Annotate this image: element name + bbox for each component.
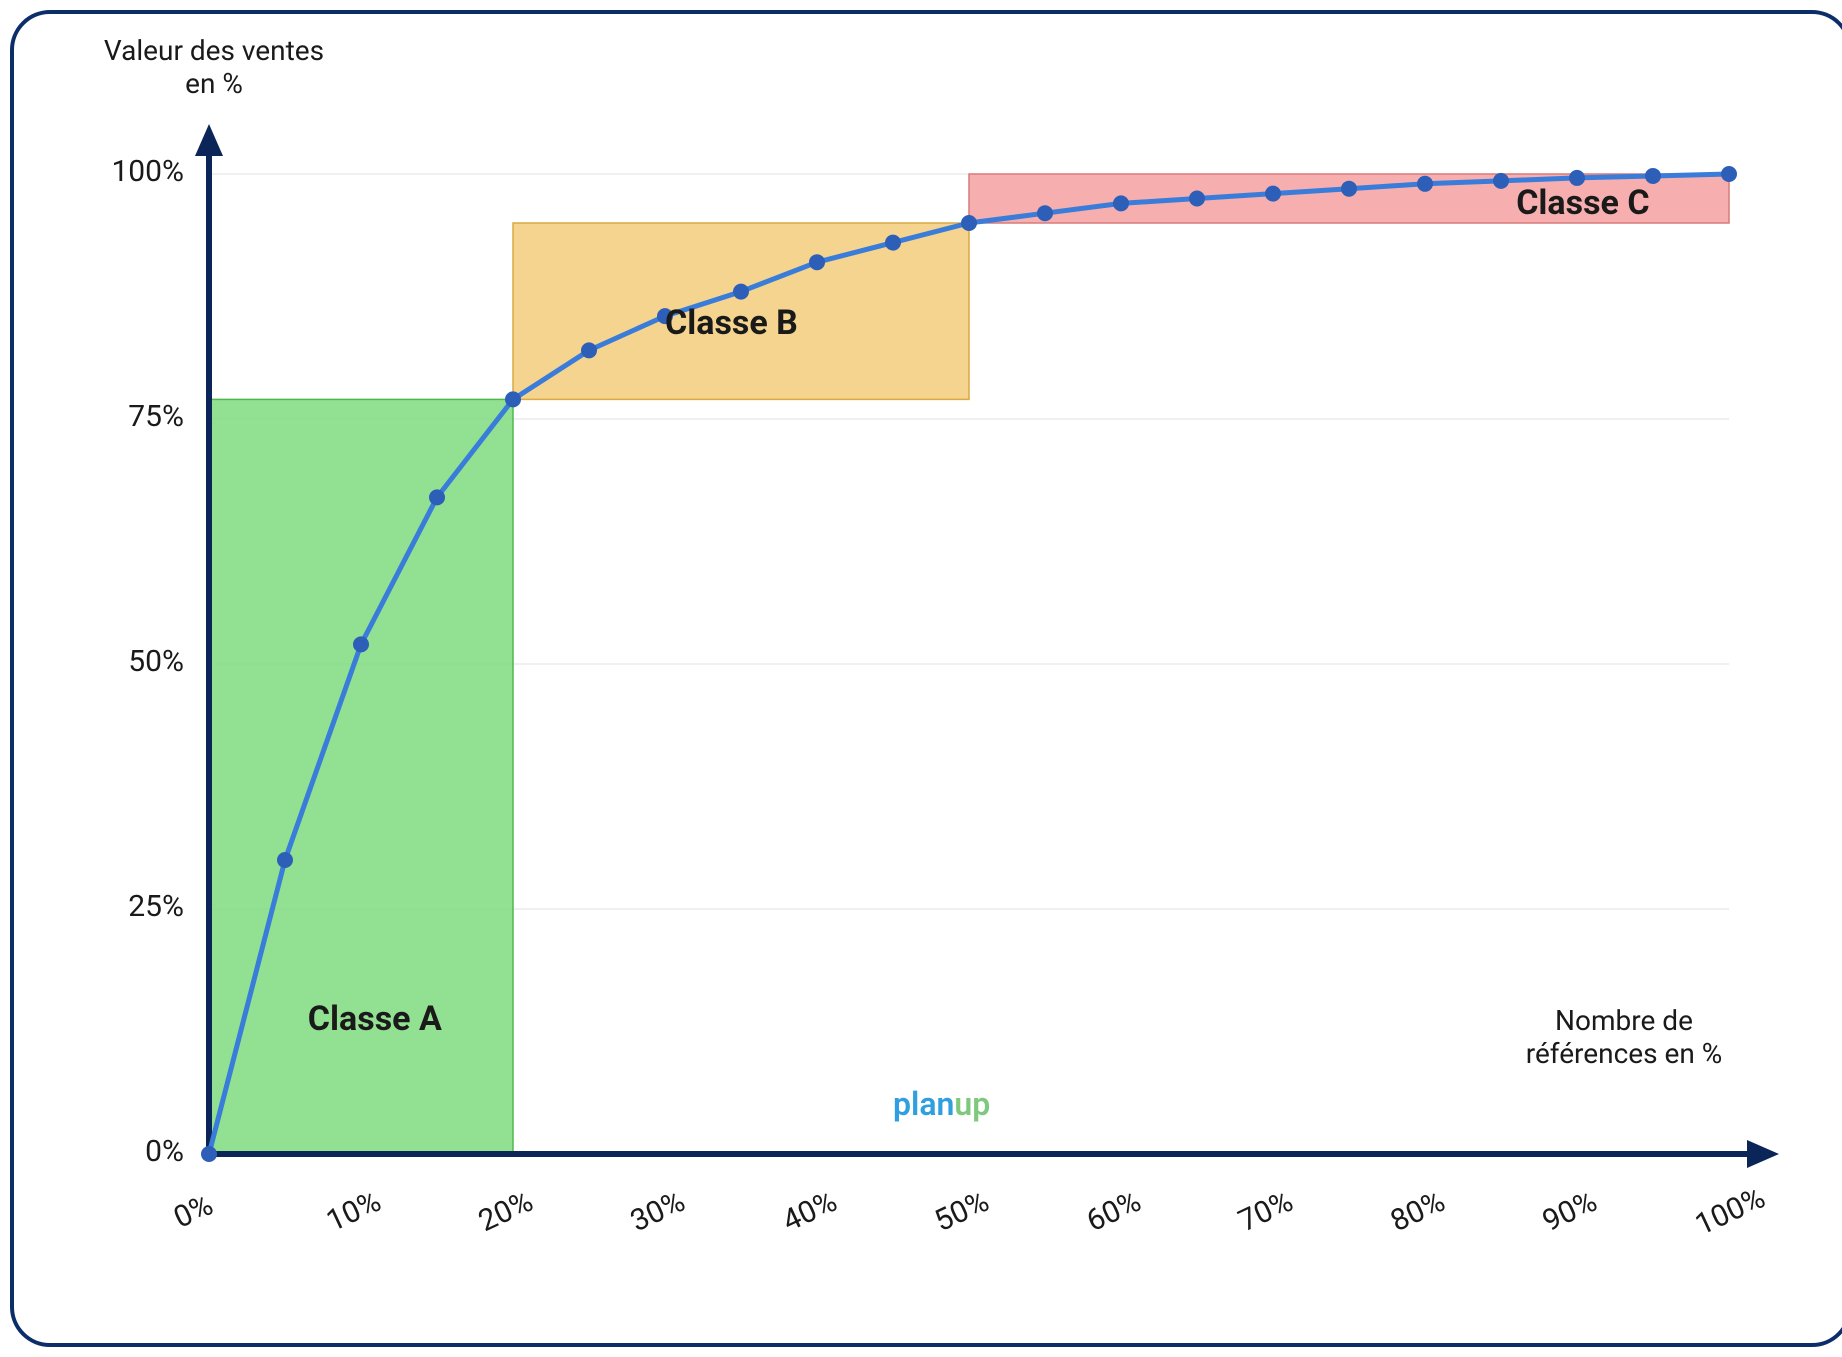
planup-logo: planup — [893, 1085, 990, 1123]
x-axis-title: Nombre de références en % — [1499, 1004, 1749, 1070]
y-tick-label: 75% — [74, 399, 184, 434]
x-axis-title-line1: Nombre de — [1499, 1004, 1749, 1037]
y-axis-title-line2: en % — [64, 67, 364, 100]
class-region-label: Classe C — [1516, 183, 1649, 223]
logo-part-1: plan — [893, 1085, 954, 1123]
class-region-label: Classe B — [665, 303, 798, 343]
y-tick-label: 50% — [74, 644, 184, 679]
y-axis-title-line1: Valeur des ventes — [64, 34, 364, 67]
y-tick-label: 100% — [74, 154, 184, 189]
y-tick-label: 0% — [74, 1134, 184, 1169]
logo-part-2: up — [954, 1085, 990, 1123]
x-axis-title-line2: références en % — [1499, 1037, 1749, 1070]
y-tick-label: 25% — [74, 889, 184, 924]
abc-analysis-chart: Valeur des ventes en % Nombre de référen… — [10, 10, 1842, 1347]
y-axis-title: Valeur des ventes en % — [64, 34, 364, 100]
class-region-label: Classe A — [308, 999, 442, 1039]
